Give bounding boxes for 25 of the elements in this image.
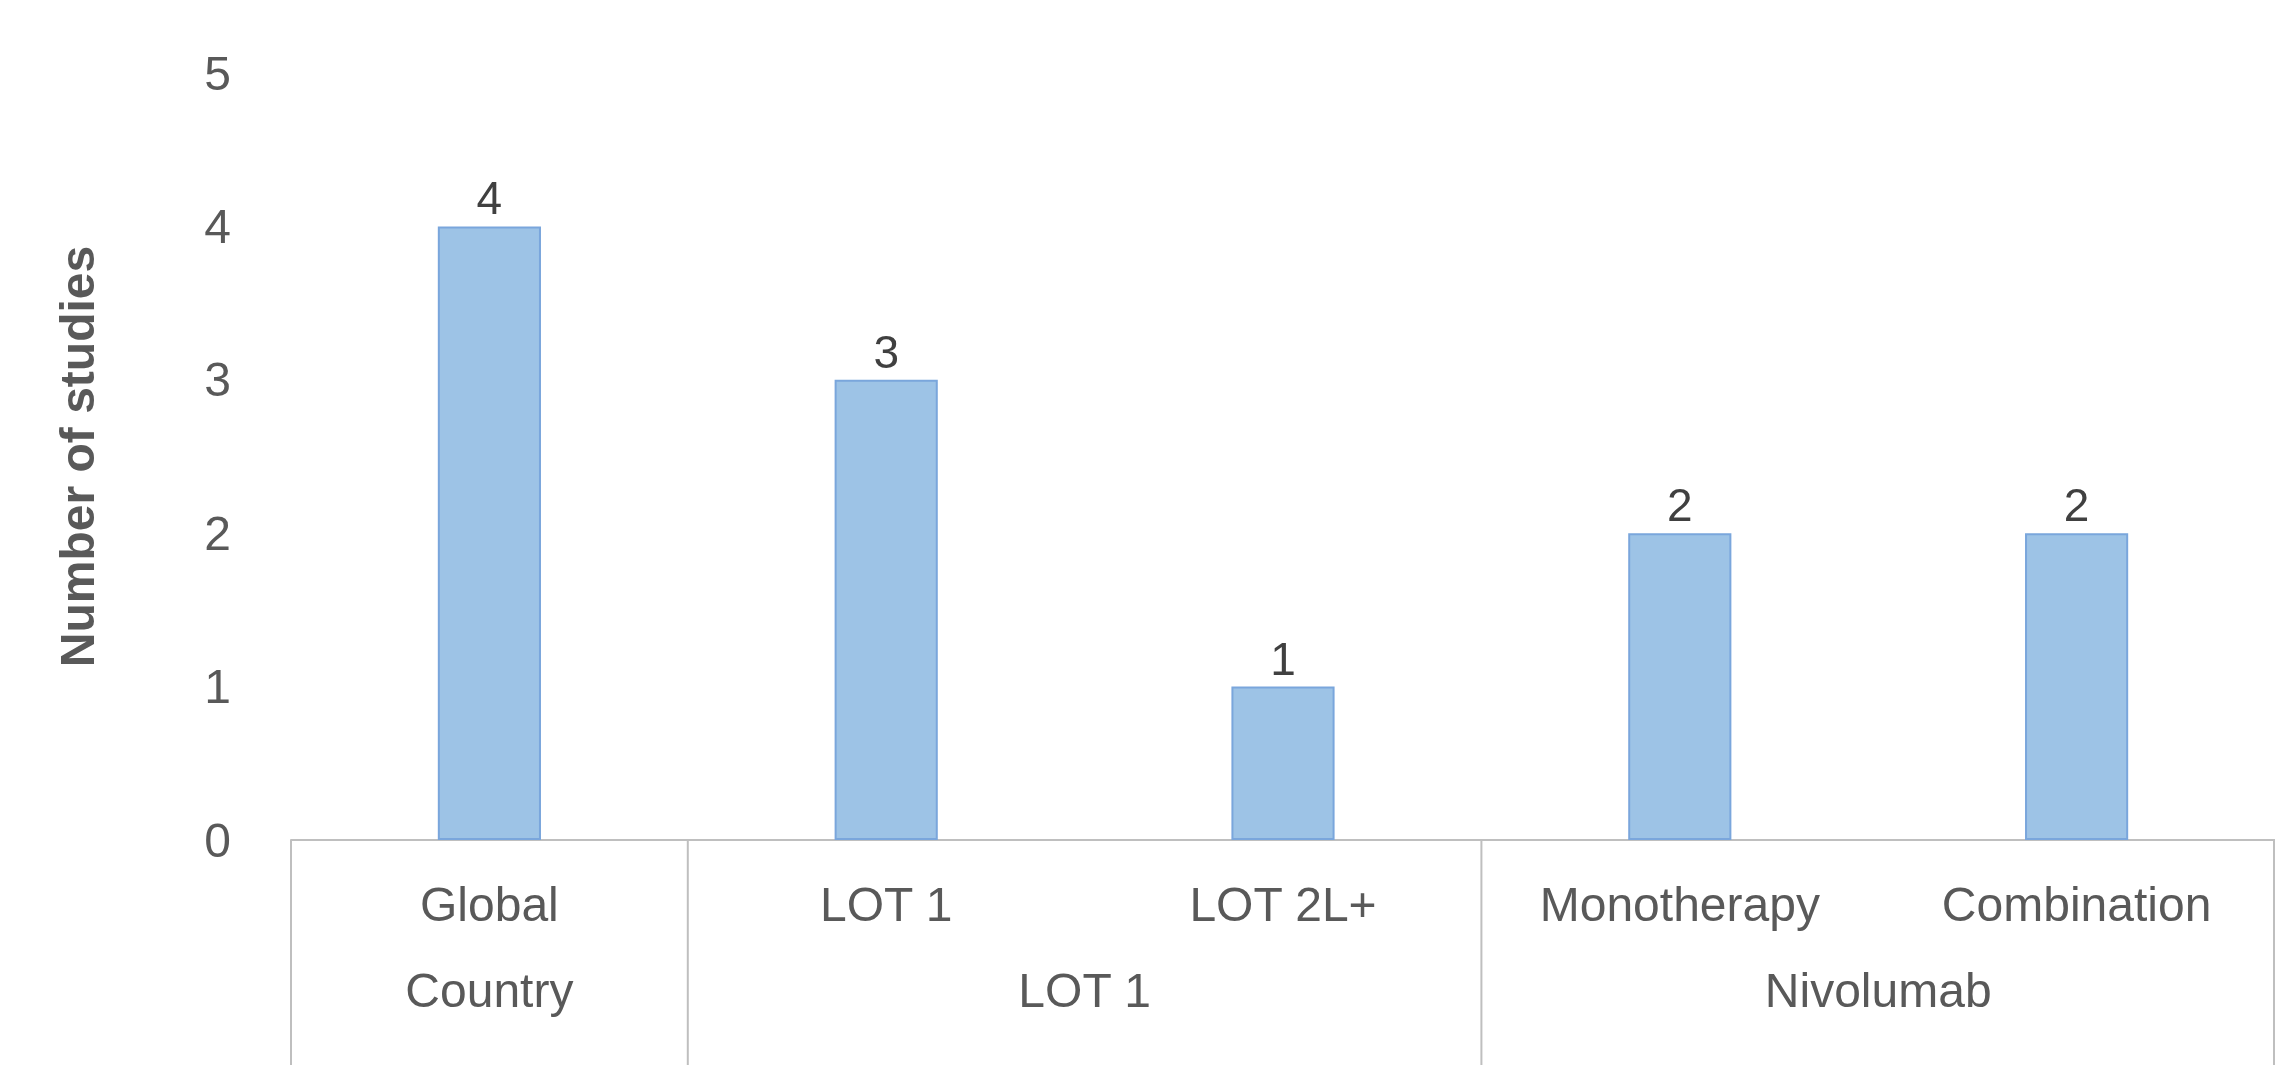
x-tick-label: LOT 1 [819, 877, 953, 931]
data-label: 2 [1667, 479, 1693, 532]
text: Nivolumab [1764, 963, 1992, 1017]
data-label: 4 [476, 172, 503, 225]
y-tick-label: 5 [204, 46, 231, 100]
y-axis-title: Number of studies [50, 245, 104, 668]
bar [1628, 533, 1732, 840]
text: LOT 1 [1018, 963, 1151, 1017]
y-tick-label: 3 [204, 353, 231, 407]
bar [1231, 686, 1335, 840]
data-label: 3 [873, 325, 899, 378]
y-tick-label: 2 [204, 506, 231, 560]
bar [437, 226, 541, 840]
y-tick-label: 0 [204, 813, 231, 867]
y-tick-label: 4 [204, 199, 231, 253]
bar [2025, 533, 2129, 840]
text: Country [405, 963, 574, 1017]
data-label: 2 [2063, 479, 2090, 532]
x-tick-label: Global [420, 877, 559, 931]
x-tick-label: Monotherapy [1539, 877, 1820, 931]
data-label: 1 [1270, 632, 1296, 685]
y-tick-label: 1 [204, 660, 231, 714]
bar [834, 379, 938, 840]
x-tick-label: LOT 2L+ [1189, 877, 1377, 931]
x-tick-label: Combination [1941, 877, 2212, 931]
